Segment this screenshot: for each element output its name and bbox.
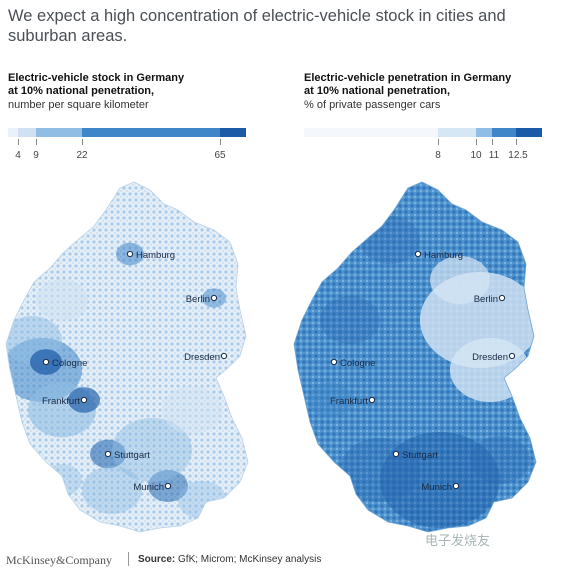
city-label-munich: Munich	[421, 482, 452, 493]
right-map-germany-penetration: Hamburg Berlin Dresden Cologne Frankfurt Stut…	[293, 181, 537, 533]
left-tick-1	[18, 139, 19, 145]
left-tick-label-4: 65	[214, 150, 226, 161]
city-label-hamburg: Hamburg	[424, 250, 463, 261]
city-marker-munich	[452, 482, 460, 490]
city-marker-berlin	[210, 294, 218, 302]
city-label-stuttgart: Stuttgart	[402, 450, 438, 461]
left-tick-label-3: 22	[76, 150, 88, 161]
city-label-munich: Munich	[133, 482, 164, 493]
city-marker-hamburg	[126, 250, 134, 258]
headline: We expect a high concentration of electr…	[8, 7, 506, 45]
right-tick-label-1: 8	[435, 150, 441, 161]
right-panel-title-line2: at 10% national penetration,	[304, 85, 451, 97]
city-marker-munich	[164, 482, 172, 490]
city-label-stuttgart: Stuttgart	[114, 450, 150, 461]
city-label-frankfurt: Frankfurt	[330, 396, 368, 407]
left-tick-label-1: 4	[15, 150, 21, 161]
left-tick-2	[36, 139, 37, 145]
left-panel-subtitle: number per square kilometer	[8, 99, 149, 111]
right-tick-2	[476, 139, 477, 145]
city-label-cologne: Cologne	[52, 358, 87, 369]
left-panel-title-line1: Electric-vehicle stock in Germany	[8, 72, 185, 84]
left-legend-seg-3	[36, 128, 82, 137]
city-marker-cologne	[42, 358, 50, 366]
left-legend-seg-5	[220, 128, 246, 137]
right-panel-title-line1: Electric-vehicle penetration in Germany	[304, 72, 512, 84]
city-marker-dresden	[220, 352, 228, 360]
left-legend-bar	[8, 128, 246, 137]
city-marker-cologne	[330, 358, 338, 366]
right-tick-label-2: 10	[470, 150, 482, 161]
city-label-hamburg: Hamburg	[136, 250, 175, 261]
city-label-dresden: Dresden	[472, 352, 508, 363]
right-legend-seg-2	[438, 128, 476, 137]
city-marker-frankfurt	[80, 396, 88, 404]
right-legend-seg-1	[304, 128, 438, 137]
right-legend-seg-4	[492, 128, 516, 137]
city-label-berlin: Berlin	[186, 294, 210, 305]
city-label-dresden: Dresden	[184, 352, 220, 363]
left-tick-label-2: 9	[33, 150, 39, 161]
left-panel-title-line2: at 10% national penetration,	[8, 85, 155, 97]
right-tick-4	[516, 139, 517, 145]
right-tick-label-3: 11	[488, 150, 500, 161]
left-tick-4	[220, 139, 221, 145]
right-panel-subtitle: % of private passenger cars	[304, 99, 441, 111]
right-tick-1	[438, 139, 439, 145]
city-marker-frankfurt	[368, 396, 376, 404]
city-marker-stuttgart	[392, 450, 400, 458]
footer-divider	[128, 552, 129, 566]
city-marker-hamburg	[414, 250, 422, 258]
footer-source: Source: GfK; Microm; McKinsey analysis	[138, 554, 321, 565]
right-tick-label-4: 12.5	[508, 150, 528, 161]
right-legend-seg-5	[516, 128, 542, 137]
footer-source-label: Source:	[138, 554, 176, 565]
left-map-germany-stock-density: Hamburg Berlin Dresden Cologne Frankfurt Stut…	[5, 181, 249, 533]
city-label-berlin: Berlin	[474, 294, 498, 305]
city-marker-dresden	[508, 352, 516, 360]
right-legend-seg-3	[476, 128, 492, 137]
left-legend-seg-4	[82, 128, 220, 137]
left-legend-seg-2	[18, 128, 36, 137]
city-label-frankfurt: Frankfurt	[42, 396, 80, 407]
watermark: 电子发烧友	[425, 534, 491, 549]
mckinsey-logo: McKinsey&Company	[6, 553, 112, 567]
left-tick-3	[82, 139, 83, 145]
right-tick-3	[492, 139, 493, 145]
right-legend-bar	[304, 128, 542, 137]
city-marker-stuttgart	[104, 450, 112, 458]
left-legend-seg-1	[8, 128, 18, 137]
city-label-cologne: Cologne	[340, 358, 375, 369]
footer-source-text: GfK; Microm; McKinsey analysis	[178, 554, 322, 565]
city-marker-berlin	[498, 294, 506, 302]
